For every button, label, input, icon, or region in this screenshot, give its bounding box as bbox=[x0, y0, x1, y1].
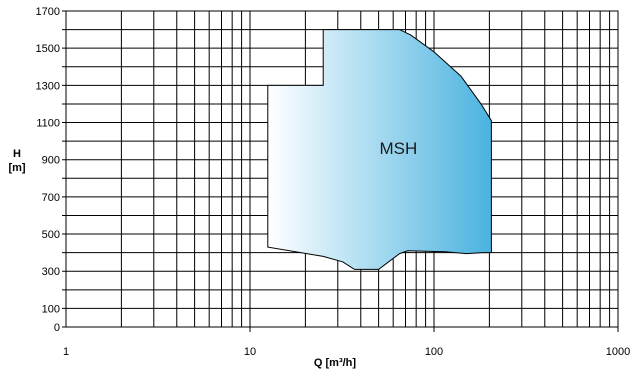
y-tick-label: 1500 bbox=[36, 43, 60, 55]
y-tick-label: 1700 bbox=[36, 6, 60, 18]
y-axis-label-line2: [m] bbox=[8, 162, 25, 174]
y-tick-label: 900 bbox=[42, 155, 60, 167]
tick-labels: 0 100 300 500 700 900 1100 1300 1500 1700 1 10 100 10… bbox=[36, 6, 631, 358]
y-tick-label: 0 bbox=[54, 322, 60, 334]
x-tick-label: 10 bbox=[244, 346, 256, 358]
x-axis-label: Q [m³/h] bbox=[314, 357, 356, 369]
region-msh bbox=[267, 29, 492, 270]
x-tick-label: 100 bbox=[425, 346, 443, 358]
x-tick-label: 1 bbox=[63, 346, 69, 358]
y-tick-label: 500 bbox=[42, 229, 60, 241]
y-axis-label-line1: H bbox=[13, 148, 21, 160]
plot-frame bbox=[65, 10, 619, 328]
region-label: MSH bbox=[379, 139, 417, 158]
y-tick-label: 100 bbox=[42, 303, 60, 315]
y-tick-label: 1100 bbox=[36, 118, 60, 130]
regions: MSH bbox=[267, 29, 492, 270]
y-tick-label: 700 bbox=[42, 192, 60, 204]
y-tick-label: 1300 bbox=[36, 80, 60, 92]
x-tick-label: 1000 bbox=[606, 346, 630, 358]
y-tick-label: 300 bbox=[42, 266, 60, 278]
